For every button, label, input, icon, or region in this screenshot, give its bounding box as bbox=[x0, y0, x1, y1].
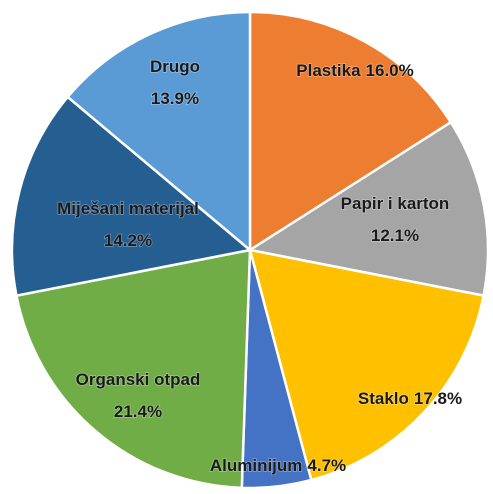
pie-slice bbox=[248, 248, 486, 482]
slice-label: Aluminijum 4.7% bbox=[210, 456, 346, 475]
slice-label: Drugo 13.9% bbox=[150, 57, 200, 108]
category-label: Miješani materijal bbox=[57, 199, 199, 218]
slice-label: Miješani materijal 14.2% bbox=[57, 199, 199, 250]
value-label: 12.1% bbox=[371, 226, 419, 245]
value-label: 14.2% bbox=[104, 231, 152, 250]
category-label: Staklo bbox=[358, 389, 409, 408]
pie-slice bbox=[14, 248, 252, 490]
pie-slice bbox=[65, 10, 252, 253]
slice-label: Papir i karton 12.1% bbox=[341, 194, 450, 245]
slice-label: Staklo 17.8% bbox=[358, 389, 462, 408]
pie-slice bbox=[246, 120, 490, 298]
slice-label: Plastika 16.0% bbox=[296, 61, 413, 80]
category-label: Papir i karton bbox=[341, 194, 450, 213]
pie-slice bbox=[248, 10, 453, 253]
value-label: 16.0% bbox=[366, 61, 414, 80]
value-label: 13.9% bbox=[151, 89, 199, 108]
slice-label: Organski otpad 21.4% bbox=[76, 370, 201, 421]
pie-slice bbox=[10, 95, 253, 298]
value-label: 4.7% bbox=[307, 456, 346, 475]
value-label: 21.4% bbox=[114, 402, 162, 421]
category-label: Organski otpad bbox=[76, 370, 201, 389]
category-label: Aluminijum bbox=[210, 456, 303, 475]
value-label: 17.8% bbox=[414, 389, 462, 408]
category-label: Drugo bbox=[150, 57, 200, 76]
category-label: Plastika bbox=[296, 61, 361, 80]
